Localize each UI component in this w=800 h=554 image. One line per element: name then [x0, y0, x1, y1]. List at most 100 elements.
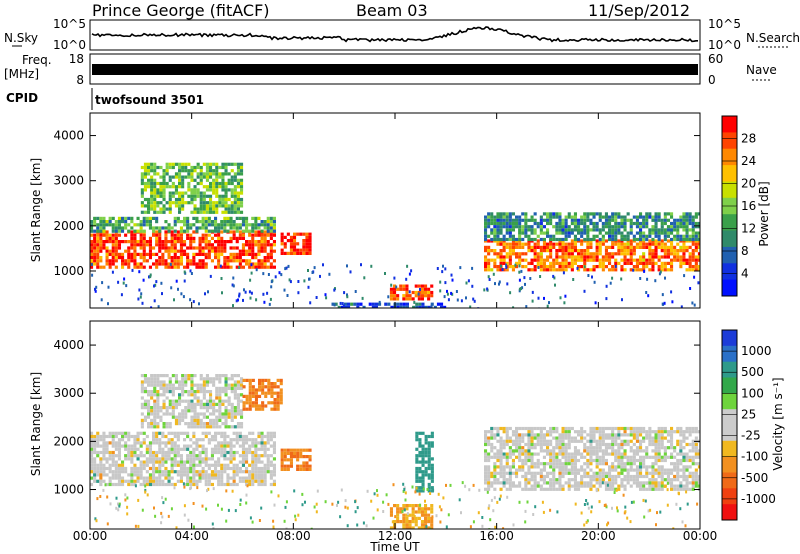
noise-cell [242, 298, 244, 302]
data-cell [657, 465, 661, 469]
data-cell [626, 478, 630, 482]
data-cell [186, 460, 190, 464]
data-cell [199, 399, 203, 403]
data-cell [217, 463, 221, 467]
noise-cell [439, 280, 442, 284]
data-cell [502, 215, 506, 219]
data-cell [192, 223, 196, 227]
data-cell [493, 465, 497, 469]
data-cell [263, 265, 267, 269]
data-cell [536, 242, 540, 246]
data-cell [670, 439, 674, 443]
data-cell [417, 507, 421, 511]
data-cell [558, 237, 562, 242]
data-cell [293, 239, 297, 243]
data-cell [583, 218, 587, 222]
data-cell [415, 470, 419, 474]
data-cell [586, 452, 590, 456]
data-cell [238, 438, 242, 442]
data-cell [308, 467, 312, 471]
data-cell [272, 229, 276, 233]
data-cell [639, 471, 643, 475]
data-cell [286, 232, 290, 236]
data-cell [688, 265, 692, 269]
data-cell [645, 221, 649, 226]
data-cell [604, 474, 608, 479]
data-cell [193, 390, 197, 394]
data-cell [567, 455, 571, 459]
data-cell [502, 225, 506, 229]
data-cell [173, 229, 177, 233]
data-cell [263, 454, 267, 458]
data-cell [496, 255, 500, 259]
data-cell [260, 220, 264, 224]
data-cell [417, 284, 421, 288]
data-cell [601, 474, 605, 479]
data-cell [214, 444, 218, 448]
data-cell [378, 302, 382, 306]
data-cell [396, 520, 400, 524]
data-cell [162, 380, 166, 384]
data-cell [242, 385, 246, 389]
data-cell [580, 228, 584, 232]
data-cell [218, 402, 222, 406]
data-cell [570, 458, 574, 463]
data-cell [158, 457, 162, 461]
data-cell [130, 444, 134, 448]
data-cell [611, 433, 615, 437]
data-cell [105, 246, 109, 250]
data-cell [642, 237, 646, 242]
noise-cell [189, 269, 192, 273]
nsky-tick-bottom: 10^0 [53, 38, 86, 52]
data-cell [241, 463, 245, 467]
data-cell [196, 402, 200, 406]
data-cell [561, 249, 565, 253]
data-cell [161, 470, 165, 474]
data-cell [598, 442, 602, 447]
data-cell [233, 412, 237, 416]
data-cell [179, 473, 183, 477]
data-cell [676, 237, 680, 242]
data-cell [240, 412, 244, 416]
data-cell [257, 431, 261, 435]
data-cell [241, 246, 245, 250]
data-cell [181, 165, 185, 170]
data-cell [254, 447, 258, 451]
data-cell [251, 243, 255, 247]
data-cell [148, 246, 152, 250]
data-cell [493, 478, 497, 482]
noise-cell [250, 271, 253, 275]
data-cell [617, 458, 621, 463]
data-cell [193, 185, 197, 189]
data-cell [515, 261, 519, 265]
data-cell [567, 458, 571, 463]
data-cell [673, 484, 677, 488]
data-cell [209, 165, 213, 170]
data-cell [93, 262, 97, 266]
data-cell [189, 457, 193, 461]
data-cell [639, 225, 643, 229]
data-cell [133, 233, 137, 237]
data-cell [201, 259, 205, 263]
data-cell [626, 252, 630, 256]
data-cell [233, 178, 237, 182]
data-cell [232, 220, 236, 224]
data-cell [173, 246, 177, 250]
data-cell [399, 302, 403, 306]
data-cell [251, 256, 255, 260]
data-cell [235, 259, 239, 263]
data-cell [598, 426, 602, 431]
data-cell [196, 390, 200, 394]
data-cell [184, 399, 188, 403]
noise-cell [122, 281, 125, 285]
data-cell [505, 439, 509, 443]
data-cell [583, 446, 587, 450]
data-cell [145, 444, 149, 448]
data-cell [254, 404, 258, 408]
data-cell [223, 226, 227, 230]
data-cell [598, 249, 602, 253]
data-cell [199, 425, 203, 429]
data-cell [195, 262, 199, 266]
data-cell [592, 426, 596, 431]
data-cell [192, 246, 196, 250]
